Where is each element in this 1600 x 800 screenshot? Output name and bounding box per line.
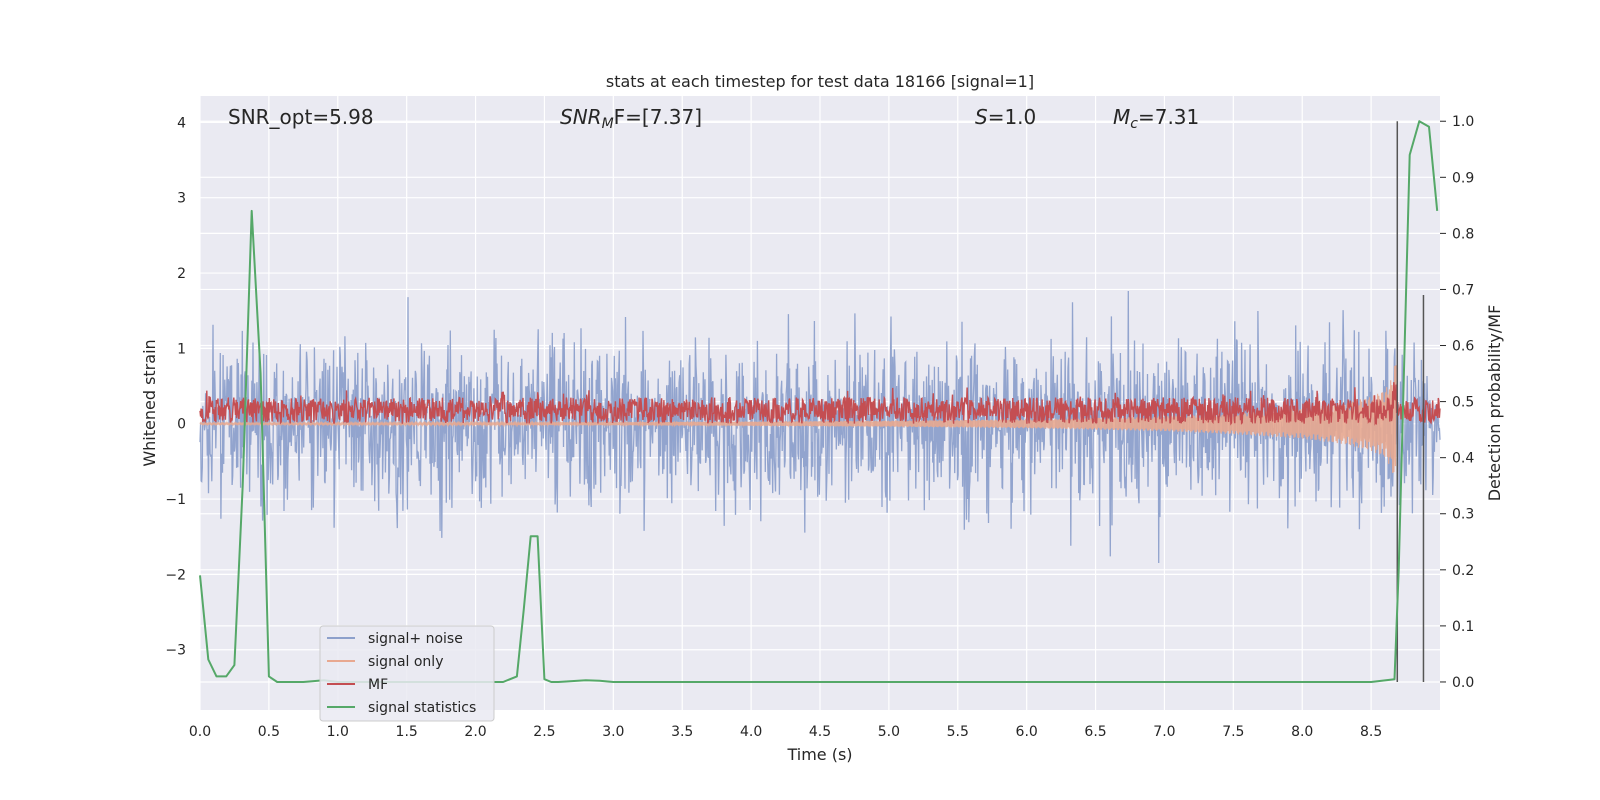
annotation-mc-sub: c xyxy=(1130,116,1138,132)
y-right-tick-label: 0.8 xyxy=(1452,226,1474,242)
x-tick-label: 1.0 xyxy=(327,724,349,740)
y-right-tick-label: 0.6 xyxy=(1452,339,1474,355)
y-right-tick-label: 0.0 xyxy=(1452,675,1474,691)
legend-label-signal-only: signal only xyxy=(368,654,443,670)
x-tick-label: 3.5 xyxy=(671,724,693,740)
y-tick-label: 4 xyxy=(177,115,186,131)
y-right-tick-label: 0.9 xyxy=(1452,170,1474,186)
y-right-tick-label: 0.7 xyxy=(1452,282,1474,298)
x-tick-label: 1.5 xyxy=(396,724,418,740)
axis-ticks: 0.0 0.5 1.0 1.5 2.0 2.5 3.0 3.5 4.0 4.5 5.0 5.5 6.0 6… xyxy=(165,114,1474,740)
series-signal-statistics xyxy=(199,120,1439,683)
y-tick-label: 2 xyxy=(177,266,186,282)
legend: signal+ noise signal only MF signal stat… xyxy=(319,625,495,722)
line-signal-statistics xyxy=(199,120,1439,683)
chart-title: stats at each timestep for test data 181… xyxy=(606,72,1034,91)
annotation-mc: Mc=7.31 xyxy=(1113,105,1199,132)
x-tick-label: 8.0 xyxy=(1291,724,1313,740)
x-tick-label: 6.5 xyxy=(1084,724,1106,740)
legend-label-mf: MF xyxy=(368,677,388,693)
annotation-s-name: S xyxy=(975,105,988,129)
line-mf xyxy=(199,382,1441,426)
annotation-s: S=1.0 xyxy=(975,105,1036,129)
y-right-tick-label: 1.0 xyxy=(1452,114,1474,130)
x-tick-label: 7.0 xyxy=(1153,724,1175,740)
y-axis-right-label: Detection probability/MF xyxy=(1485,305,1504,502)
legend-label-signal-noise: signal+ noise xyxy=(368,631,463,647)
x-tick-label: 3.0 xyxy=(602,724,624,740)
y-axis-label: Whitened strain xyxy=(140,339,159,466)
annotation-snr-opt: SNR_opt=5.98 xyxy=(228,105,374,129)
annotation-mc-rest: =7.31 xyxy=(1138,105,1199,129)
x-tick-label: 2.0 xyxy=(464,724,486,740)
x-axis-label: Time (s) xyxy=(786,745,852,764)
y-right-tick-label: 0.4 xyxy=(1452,451,1474,467)
x-tick-label: 5.5 xyxy=(947,724,969,740)
legend-box xyxy=(319,625,495,722)
annotation-snr-mf-name: SNR xyxy=(560,105,602,129)
x-tick-label: 5.0 xyxy=(878,724,900,740)
y-tick-label: −2 xyxy=(165,567,186,583)
annotation-s-rest: =1.0 xyxy=(988,105,1037,129)
annotation-mc-name: M xyxy=(1113,105,1130,129)
x-tick-label: 0.0 xyxy=(189,724,211,740)
y-right-tick-label: 0.1 xyxy=(1452,619,1474,635)
y-right-tick-label: 0.3 xyxy=(1452,507,1474,523)
annotation-snr-mf: SNRMF=[7.37] xyxy=(560,105,702,132)
y-tick-label: 0 xyxy=(177,417,186,433)
y-tick-label: 3 xyxy=(177,191,186,207)
x-tick-label: 4.5 xyxy=(809,724,831,740)
series-signal-only xyxy=(199,365,1397,474)
line-signal-only xyxy=(199,365,1397,474)
y-tick-label: 1 xyxy=(177,341,186,357)
x-tick-label: 2.5 xyxy=(533,724,555,740)
x-tick-label: 8.5 xyxy=(1360,724,1382,740)
x-tick-label: 7.5 xyxy=(1222,724,1244,740)
x-tick-label: 0.5 xyxy=(258,724,280,740)
y-right-tick-label: 0.5 xyxy=(1452,395,1474,411)
y-right-tick-label: 0.2 xyxy=(1452,563,1474,579)
legend-label-signal-statistics: signal statistics xyxy=(368,700,476,716)
y-tick-label: −1 xyxy=(165,492,186,508)
y-tick-label: −3 xyxy=(165,643,186,659)
annotation-snr-mf-rest: F=[7.37] xyxy=(614,105,702,129)
x-tick-label: 4.0 xyxy=(740,724,762,740)
x-tick-label: 6.0 xyxy=(1016,724,1038,740)
annotation-snr-mf-sub: M xyxy=(602,116,614,132)
series-mf xyxy=(199,382,1441,426)
